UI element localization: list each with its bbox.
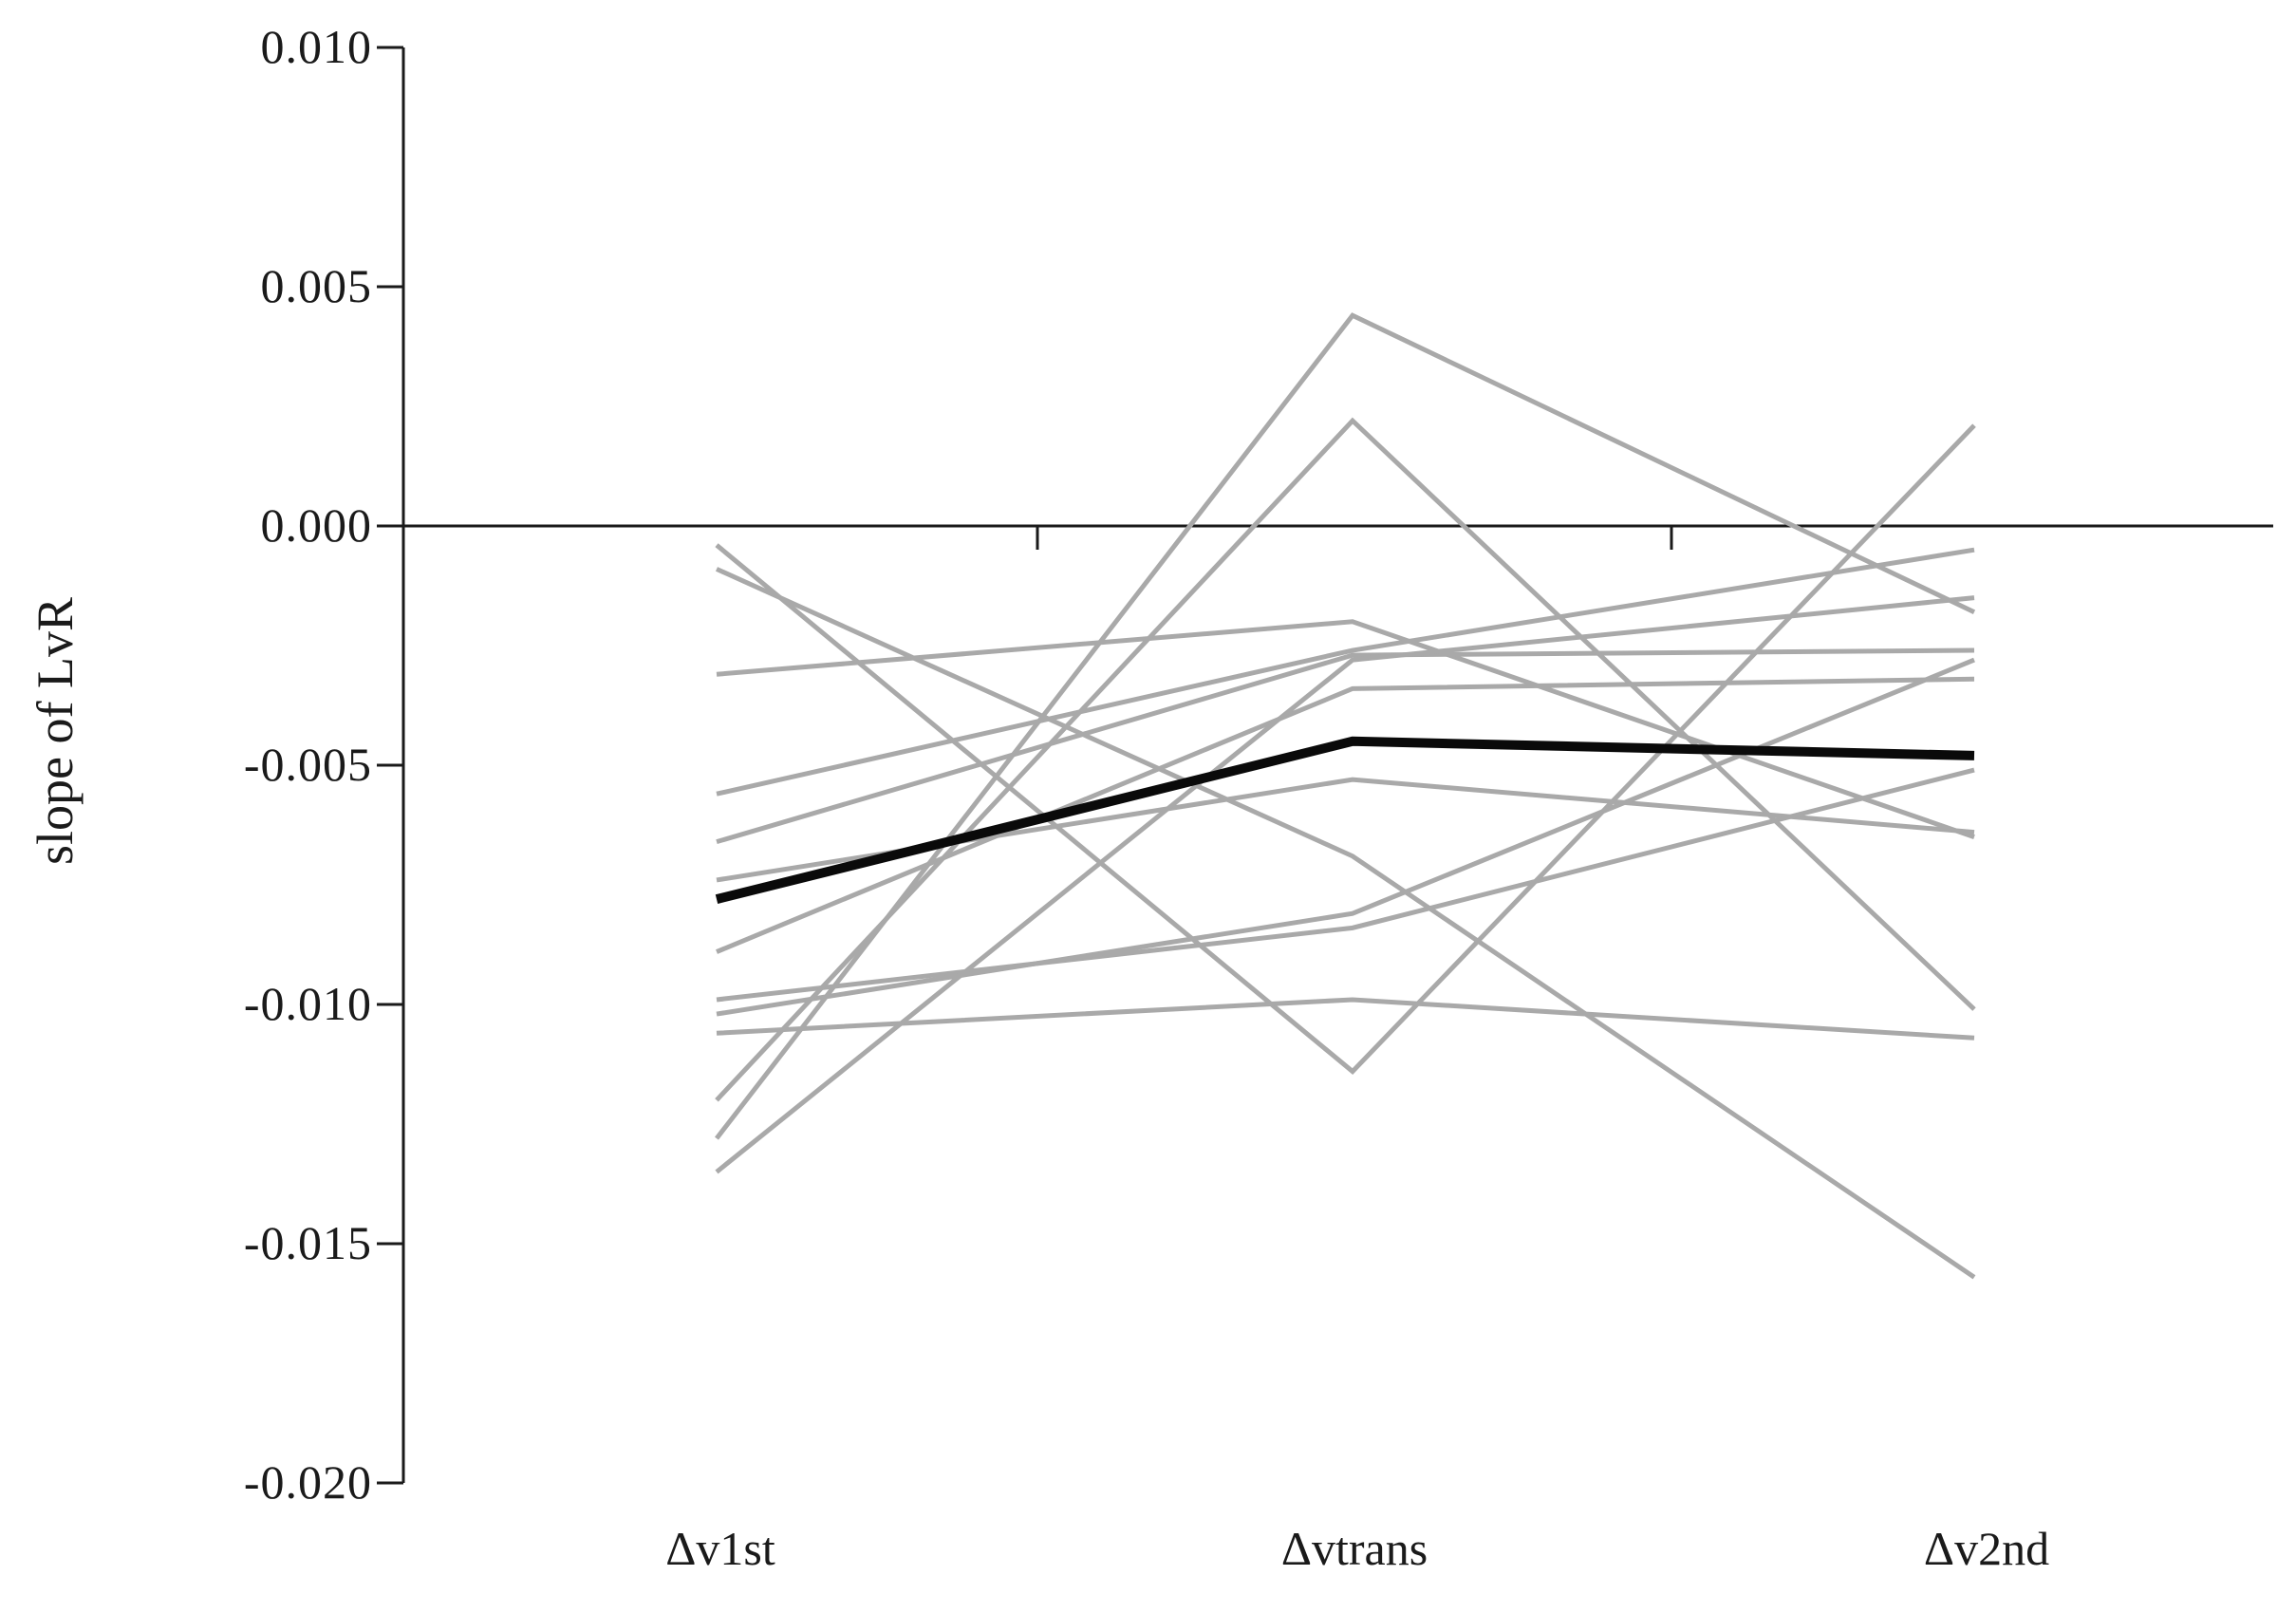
y-tick-label-2: 0.000 — [260, 497, 372, 552]
y-tick-label-0: 0.010 — [260, 19, 372, 73]
series-line-individual-4 — [716, 547, 1975, 797]
series-line-individual-9 — [716, 657, 1975, 1017]
series-line-individual-12 — [715, 312, 1976, 1140]
y-tick-label-5: -0.015 — [243, 1215, 372, 1269]
x-category-label-2: Δv2nd — [1923, 1522, 2050, 1575]
y-tick-label-1: 0.005 — [260, 258, 372, 312]
series-line-individual-3 — [716, 619, 1975, 839]
y-tick-label-3: -0.005 — [243, 737, 372, 791]
x-category-label-1: Δvtrans — [1280, 1522, 1428, 1575]
series-line-mean — [715, 736, 1975, 904]
series-line-individual-1 — [715, 423, 1976, 1075]
series-line-individual-5 — [716, 647, 1975, 845]
x-category-label-0: Δv1st — [665, 1522, 775, 1575]
y-axis-title: slope of LvR — [27, 597, 84, 865]
series-line-individual-10 — [716, 997, 1975, 1041]
series-line-individual-13 — [715, 595, 1975, 1174]
series-line-individual-2 — [715, 567, 1976, 1280]
series-line-individual-8 — [716, 767, 1975, 1003]
y-tick-label-6: -0.020 — [243, 1454, 372, 1509]
y-tick-label-4: -0.010 — [243, 976, 372, 1030]
series-line-individual-11 — [715, 417, 1976, 1102]
